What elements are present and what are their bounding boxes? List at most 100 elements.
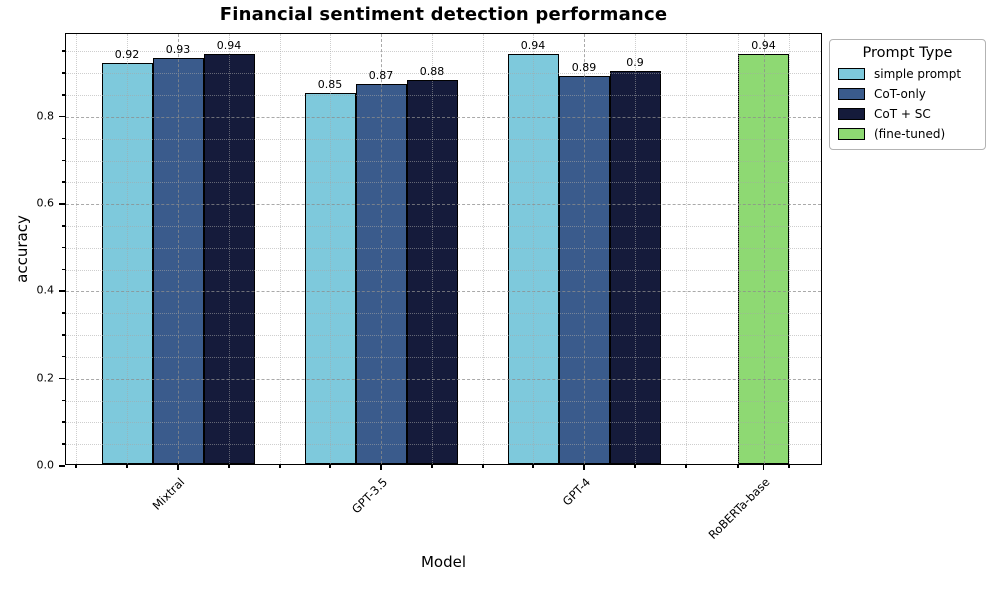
bar-value-label: 0.85 bbox=[317, 78, 343, 92]
h-gridline bbox=[66, 444, 821, 446]
x-tick-mark-minor bbox=[482, 465, 484, 468]
y-tick-mark bbox=[61, 50, 65, 52]
h-gridline bbox=[66, 400, 821, 402]
x-tick-mark-minor bbox=[532, 465, 534, 468]
v-gridline-minor bbox=[330, 34, 331, 464]
y-tick-mark bbox=[61, 225, 65, 227]
legend-swatch-icon bbox=[838, 68, 865, 80]
x-tick-mark-minor bbox=[788, 465, 790, 468]
v-gridline-minor bbox=[76, 34, 77, 464]
bar-value-label: 0.89 bbox=[571, 60, 597, 74]
legend-item: (fine-tuned) bbox=[838, 127, 977, 141]
bar-value-label: 0.92 bbox=[114, 47, 140, 61]
y-tick-mark bbox=[59, 377, 65, 380]
h-gridline bbox=[66, 116, 821, 118]
h-gridline bbox=[66, 51, 821, 53]
legend-item-label: CoT + SC bbox=[874, 107, 931, 121]
v-gridline bbox=[178, 34, 179, 464]
v-gridline-minor bbox=[483, 34, 484, 464]
v-gridline-minor bbox=[686, 34, 687, 464]
v-gridline-minor bbox=[229, 34, 230, 464]
y-tick-mark bbox=[61, 355, 65, 358]
y-tick-label: 0.0 bbox=[36, 458, 55, 472]
x-tick-mark-minor bbox=[279, 465, 281, 468]
v-gridline-minor bbox=[280, 34, 281, 464]
legend: Prompt Type simple prompt CoT-only CoT + S… bbox=[829, 39, 986, 150]
y-tick-mark bbox=[61, 399, 65, 402]
h-gridline bbox=[66, 356, 821, 358]
v-gridline-minor bbox=[533, 34, 534, 464]
bar-value-label: 0.87 bbox=[368, 69, 394, 83]
bar-value-label: 0.88 bbox=[419, 65, 445, 78]
v-gridline-minor bbox=[127, 34, 128, 464]
x-tick-label-RoBERTa-base: RoBERTa-base bbox=[705, 475, 773, 542]
legend-swatch-icon bbox=[838, 88, 865, 100]
y-tick-label: 0.6 bbox=[36, 196, 55, 210]
h-gridline bbox=[66, 313, 821, 315]
y-tick-mark bbox=[61, 334, 65, 336]
v-gridline-minor bbox=[789, 34, 790, 464]
h-gridline bbox=[66, 182, 821, 184]
h-gridline bbox=[66, 378, 821, 380]
bar-value-label: 0.94 bbox=[751, 38, 776, 52]
x-tick-mark bbox=[762, 465, 764, 470]
y-tick-mark bbox=[59, 115, 65, 118]
x-tick-mark bbox=[380, 465, 382, 470]
bar-value-label: 0.93 bbox=[165, 43, 191, 57]
h-gridline bbox=[66, 226, 821, 227]
legend-item: CoT-only bbox=[838, 87, 977, 101]
y-tick-mark bbox=[59, 465, 65, 467]
v-gridline-minor bbox=[738, 34, 739, 464]
x-tick-mark-minor bbox=[634, 465, 636, 468]
y-tick-mark bbox=[61, 137, 65, 140]
chart-title: Financial sentiment detection performanc… bbox=[219, 4, 668, 25]
h-gridline bbox=[66, 247, 821, 249]
bar-value-label: 0.94 bbox=[216, 38, 242, 52]
bar-value-label: 0.9 bbox=[626, 56, 644, 70]
y-tick-label: 0.2 bbox=[36, 371, 55, 385]
bar-value-label: 0.94 bbox=[520, 38, 546, 52]
y-tick-mark bbox=[61, 181, 65, 183]
x-tick-label-GPT-3.5: GPT-3.5 bbox=[348, 475, 390, 517]
h-gridline bbox=[66, 204, 821, 206]
y-tick-label: 0.8 bbox=[36, 109, 55, 123]
x-tick-mark-minor bbox=[126, 465, 128, 468]
y-tick-mark bbox=[61, 72, 65, 74]
x-tick-mark-minor bbox=[228, 465, 230, 468]
y-tick-label: 0.4 bbox=[36, 283, 55, 297]
x-tick-mark-minor bbox=[737, 465, 739, 468]
y-tick-mark bbox=[61, 94, 65, 96]
v-gridline-minor bbox=[432, 34, 433, 464]
h-gridline bbox=[66, 291, 821, 293]
x-tick-mark-minor bbox=[431, 465, 433, 468]
y-tick-mark bbox=[61, 421, 65, 423]
y-axis-ticks: 0.0 0.2 0.4 0.6 0.8 bbox=[0, 33, 65, 472]
legend-swatch-icon bbox=[838, 128, 865, 140]
y-tick-mark bbox=[59, 203, 65, 205]
x-tick-label-Mixtral: Mixtral bbox=[149, 475, 187, 513]
x-axis-ticks: Mixtral GPT-3.5 GPT-4 RoBERTa-base bbox=[65, 465, 822, 590]
x-axis-label: Model bbox=[420, 553, 467, 571]
v-gridline bbox=[763, 34, 765, 464]
y-tick-mark bbox=[61, 246, 65, 249]
legend-item-label: simple prompt bbox=[874, 67, 962, 81]
h-gridline bbox=[66, 160, 821, 162]
legend-item: CoT + SC bbox=[838, 107, 977, 121]
h-gridline bbox=[66, 335, 821, 337]
y-tick-mark bbox=[61, 159, 65, 162]
h-gridline bbox=[66, 138, 821, 140]
v-gridline-minor bbox=[635, 34, 636, 464]
x-tick-mark-minor bbox=[75, 465, 77, 468]
y-tick-mark bbox=[59, 290, 65, 292]
v-gridline bbox=[381, 34, 382, 464]
x-tick-mark bbox=[583, 465, 585, 470]
legend-title: Prompt Type bbox=[862, 45, 953, 61]
legend-item-list: simple prompt CoT-only CoT + SC (fine-tuned… bbox=[838, 67, 977, 141]
legend-swatch-icon bbox=[838, 108, 865, 120]
h-gridline bbox=[66, 73, 821, 75]
legend-item: simple prompt bbox=[838, 67, 977, 81]
h-gridline bbox=[66, 422, 821, 424]
y-tick-mark bbox=[61, 312, 65, 314]
h-gridline bbox=[66, 95, 821, 97]
